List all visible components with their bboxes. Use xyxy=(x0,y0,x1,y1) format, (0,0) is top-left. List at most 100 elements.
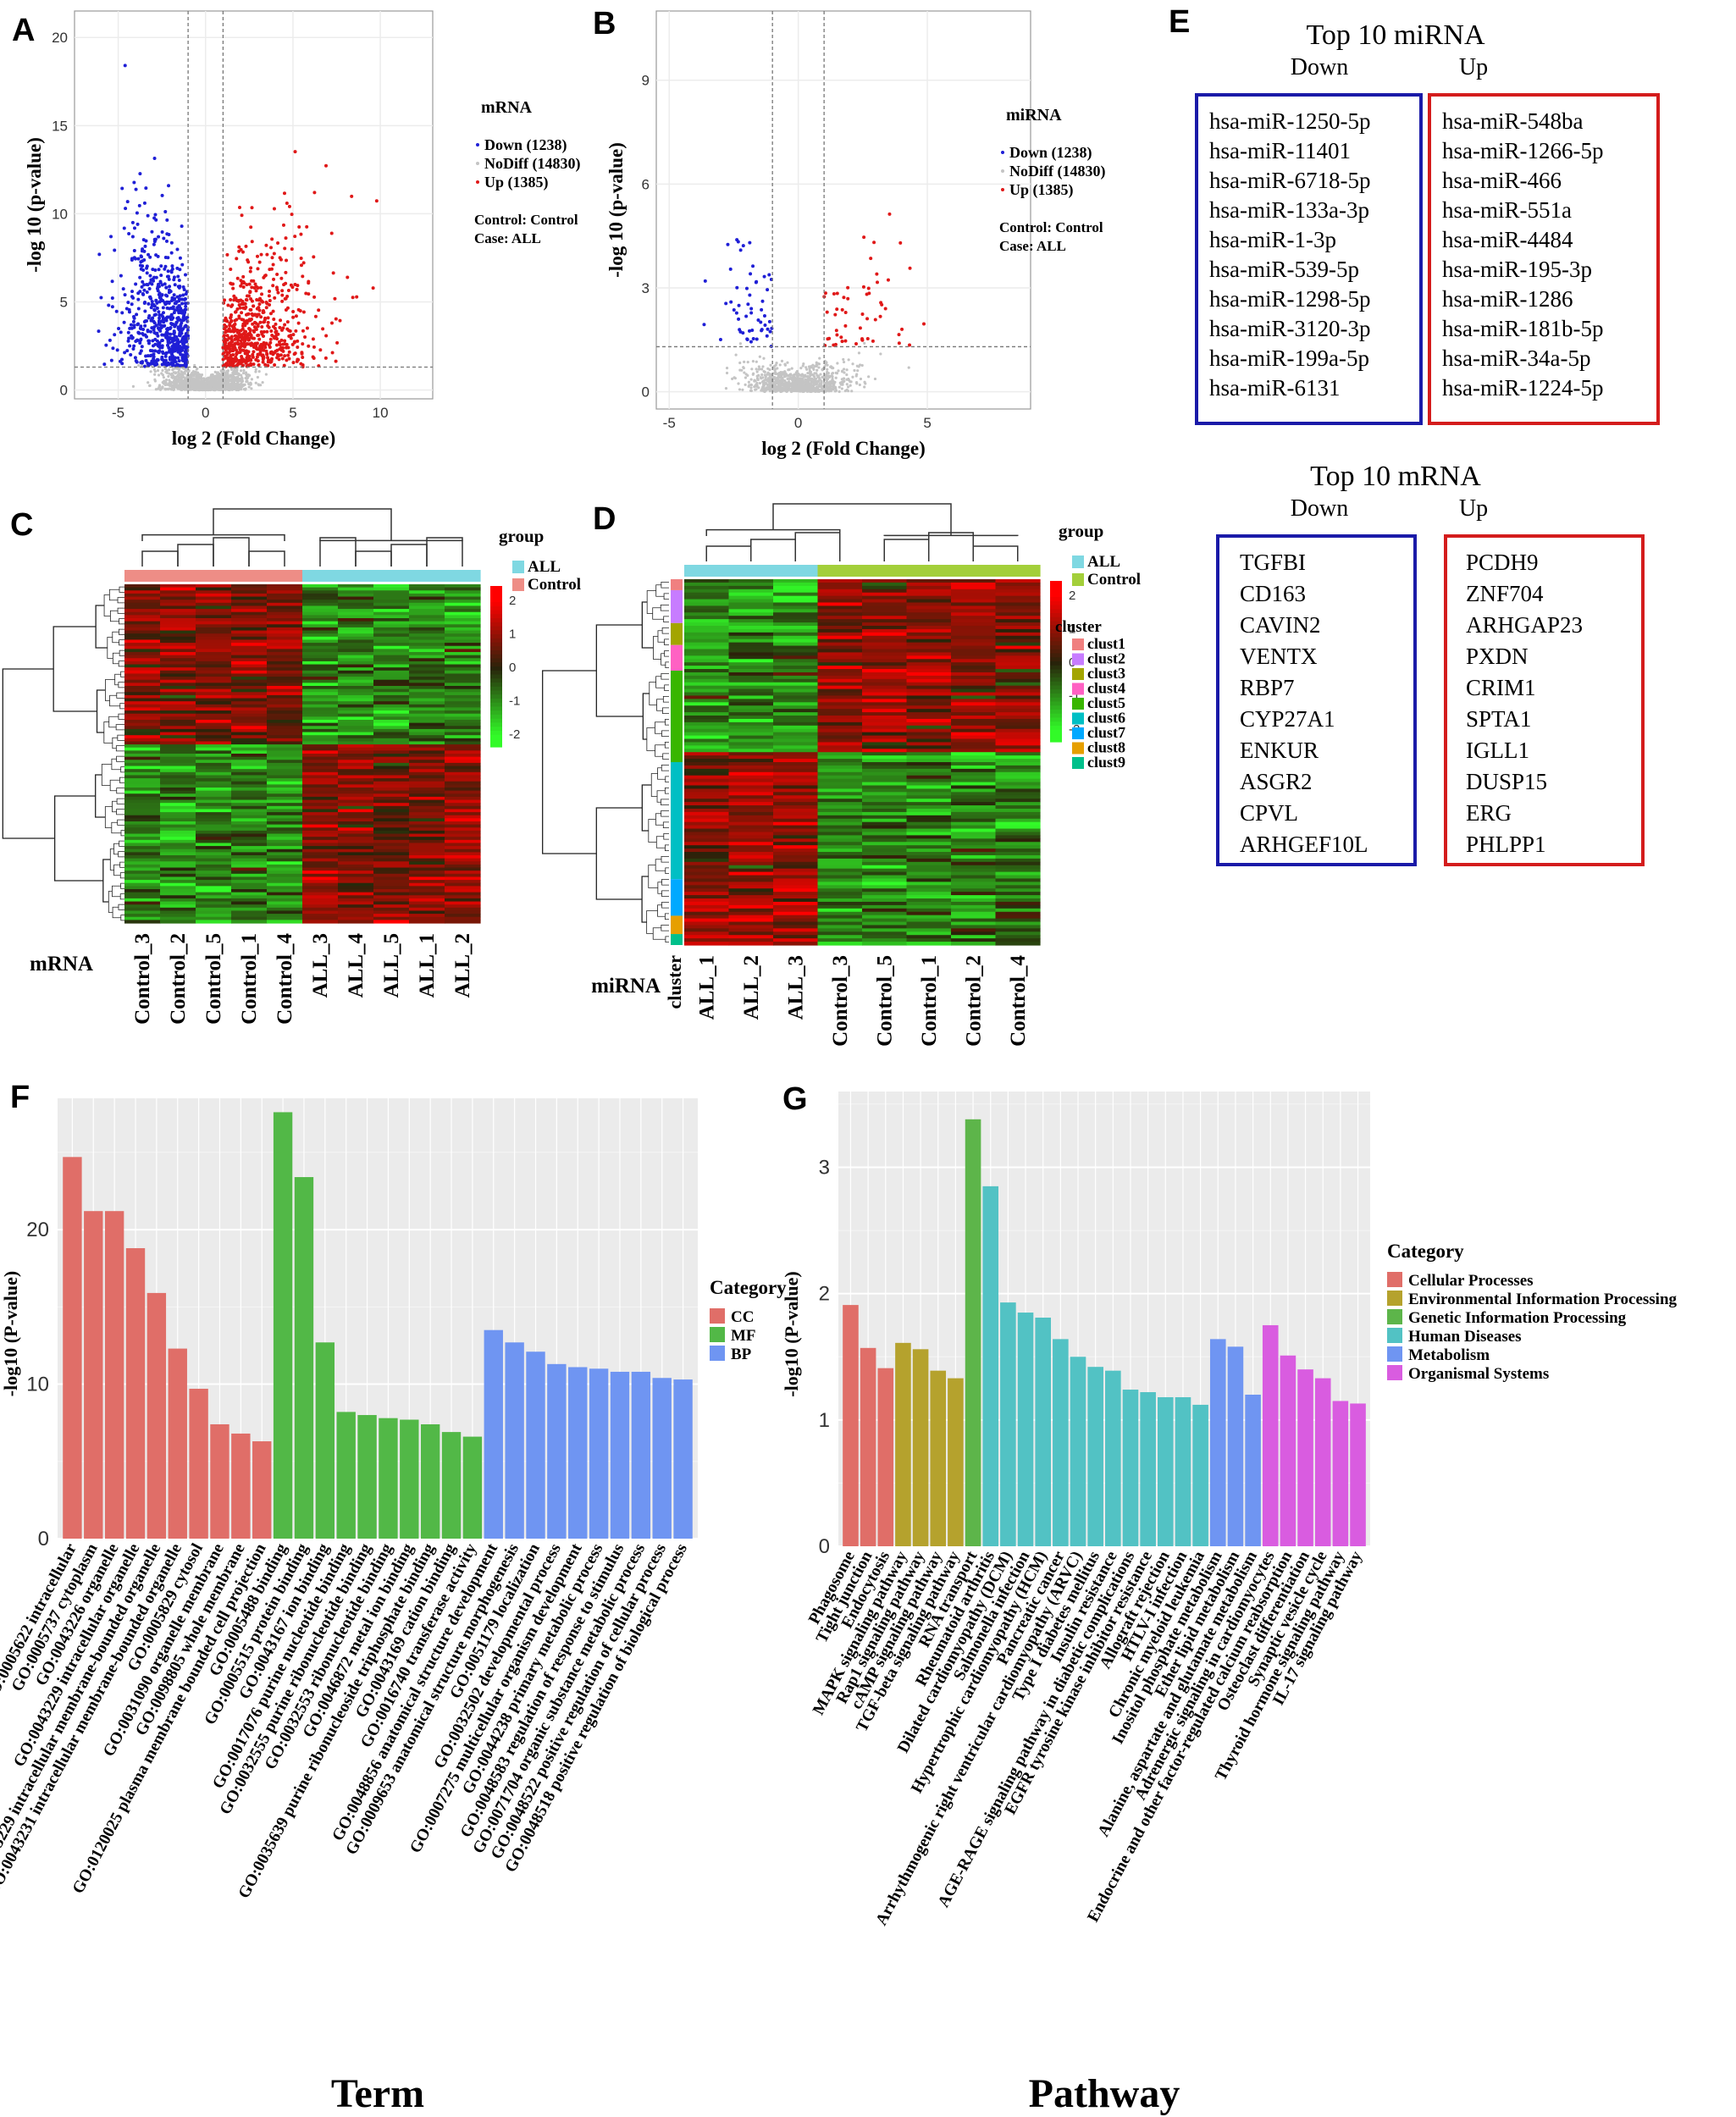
point-nodiff xyxy=(831,375,834,379)
heatmap-cell xyxy=(338,837,374,841)
point-nodiff xyxy=(786,377,789,381)
heatmap-cell xyxy=(124,754,161,758)
point-nodiff xyxy=(249,383,252,386)
point-up xyxy=(276,353,280,357)
heatmap-cell xyxy=(373,615,410,619)
heatmap-cell xyxy=(231,713,268,717)
point-up xyxy=(249,358,253,362)
heatmap-cell xyxy=(409,590,445,594)
heatmap-cell xyxy=(409,609,445,613)
heatmap-cell xyxy=(338,643,374,647)
point-nodiff xyxy=(241,384,246,387)
point-down xyxy=(150,229,154,234)
point-down xyxy=(113,333,117,337)
point-down xyxy=(122,226,126,230)
point-down xyxy=(117,326,121,330)
point-nodiff xyxy=(259,384,263,387)
heatmap-cell xyxy=(267,701,303,705)
heatmap-cell xyxy=(338,793,374,798)
heatmap-cell xyxy=(196,741,232,745)
point-nodiff xyxy=(204,382,207,386)
heatmap-cell xyxy=(231,858,268,862)
heatmap-cell xyxy=(267,852,303,856)
heatmap-cell xyxy=(231,686,268,690)
heatmap-cell xyxy=(267,812,303,816)
point-down xyxy=(172,347,176,351)
heatmap-cell xyxy=(160,713,196,717)
heatmap-cell xyxy=(409,698,445,702)
heatmap-cell xyxy=(160,587,196,591)
point-down xyxy=(136,257,141,261)
heatmap-cell xyxy=(373,781,410,785)
point-nodiff xyxy=(799,366,803,370)
heatmap-cell xyxy=(409,788,445,792)
point-nodiff xyxy=(768,378,771,382)
point-up xyxy=(283,339,287,343)
point-nodiff xyxy=(825,373,828,376)
heatmap-cell xyxy=(160,833,196,837)
heatmap-cell xyxy=(302,609,339,613)
point-nodiff xyxy=(245,373,248,376)
point-up xyxy=(843,310,848,314)
point-up xyxy=(281,349,285,353)
point-nodiff xyxy=(863,341,866,345)
heatmap-cell xyxy=(302,704,339,709)
heatmap-cell xyxy=(196,848,232,853)
point-nodiff xyxy=(826,377,830,381)
point-down xyxy=(173,283,177,287)
y-tick-label: 9 xyxy=(642,73,650,89)
point-down xyxy=(756,318,760,323)
heatmap-cell xyxy=(302,673,339,677)
heatmap-cell xyxy=(267,769,303,773)
point-up xyxy=(239,284,243,288)
heatmap-cell xyxy=(196,688,232,693)
y-axis-label: -log 10 (p-value) xyxy=(24,137,45,273)
point-up xyxy=(251,336,255,340)
point-down xyxy=(141,247,145,251)
heatmap-cell xyxy=(445,710,481,715)
point-nodiff xyxy=(793,384,797,387)
point-down xyxy=(174,344,179,348)
point-down xyxy=(762,314,766,318)
heatmap-cell xyxy=(445,796,481,801)
heatmap-cell xyxy=(338,726,374,730)
point-up xyxy=(240,213,244,218)
point-down xyxy=(160,230,164,235)
point-up xyxy=(262,310,266,314)
heatmap-cell xyxy=(338,630,374,634)
heatmap-cell xyxy=(302,833,339,837)
heatmap-cell xyxy=(338,627,374,632)
heatmap-cell xyxy=(124,864,161,869)
point-down xyxy=(138,341,142,345)
heatmap-cell xyxy=(160,701,196,705)
point-up xyxy=(235,276,240,280)
point-nodiff xyxy=(836,362,839,365)
heatmap-cell xyxy=(445,704,481,709)
heatmap-cell xyxy=(267,686,303,690)
point-down xyxy=(170,318,174,322)
heatmap-cell xyxy=(409,624,445,628)
point-nodiff xyxy=(165,369,169,373)
heatmap-cell xyxy=(267,590,303,594)
point-up xyxy=(243,329,247,334)
point-down xyxy=(126,301,130,305)
heatmap-cell xyxy=(231,728,268,733)
heatmap-cell xyxy=(445,775,481,779)
heatmap-cell xyxy=(196,735,232,739)
point-down xyxy=(148,274,152,278)
point-nodiff xyxy=(814,377,818,380)
heatmap-cell xyxy=(124,618,161,622)
heatmap-cell xyxy=(409,720,445,724)
point-down xyxy=(163,209,168,213)
point-down xyxy=(132,325,136,329)
heatmap-cell xyxy=(409,799,445,804)
point-down xyxy=(181,318,185,323)
panel-label-b: B xyxy=(593,6,616,41)
heatmap-cell xyxy=(338,722,374,727)
heatmap-cell xyxy=(196,627,232,632)
point-up xyxy=(247,326,252,330)
heatmap-cell xyxy=(124,788,161,792)
heatmap-cell xyxy=(409,805,445,810)
point-up xyxy=(318,348,323,352)
point-nodiff xyxy=(798,373,801,377)
